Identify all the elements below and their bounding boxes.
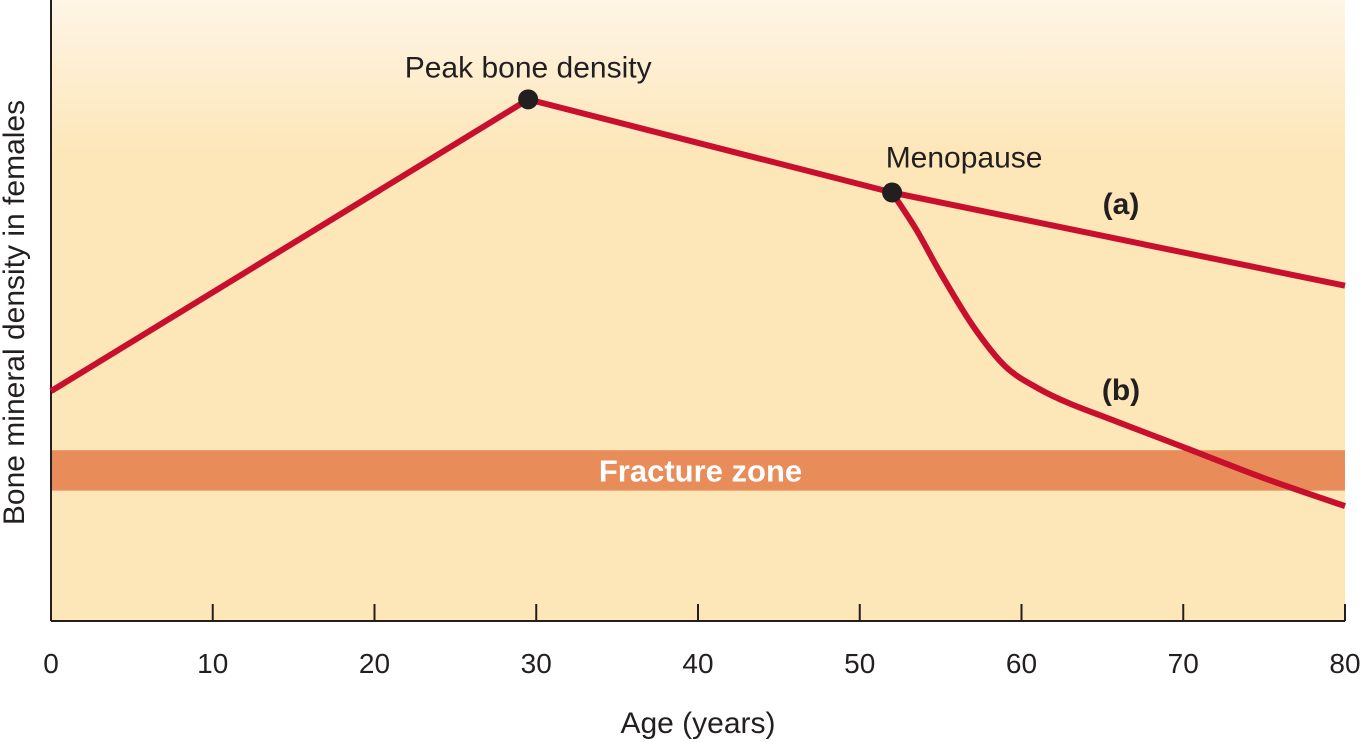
fracture-zone-band bbox=[51, 450, 1345, 491]
peak-bone-density-marker bbox=[518, 89, 539, 110]
menopause-label: Menopause bbox=[886, 142, 1043, 175]
x-tick-label: 60 bbox=[1006, 648, 1037, 679]
x-tick-label: 10 bbox=[197, 648, 228, 679]
series-line-b bbox=[889, 190, 1346, 509]
series-label-b: (b) bbox=[1102, 374, 1140, 407]
x-tick-label: 80 bbox=[1329, 648, 1360, 679]
x-axis-title: Age (years) bbox=[620, 707, 775, 740]
x-tick-label: 40 bbox=[682, 648, 713, 679]
plot-background bbox=[51, 0, 1345, 621]
x-tick-label: 20 bbox=[359, 648, 390, 679]
y-axis-title: Bone mineral density in females bbox=[0, 100, 31, 525]
x-tick-label: 30 bbox=[521, 648, 552, 679]
peak-bone-density-label: Peak bone density bbox=[405, 51, 652, 84]
series-label-a: (a) bbox=[1103, 188, 1140, 221]
menopause-marker bbox=[882, 182, 903, 203]
x-tick-label: 50 bbox=[844, 648, 875, 679]
x-tick-label: 0 bbox=[43, 648, 59, 679]
fracture-zone-label: Fracture zone bbox=[599, 453, 802, 488]
series-line-a bbox=[49, 96, 1346, 394]
x-tick-label: 70 bbox=[1168, 648, 1199, 679]
